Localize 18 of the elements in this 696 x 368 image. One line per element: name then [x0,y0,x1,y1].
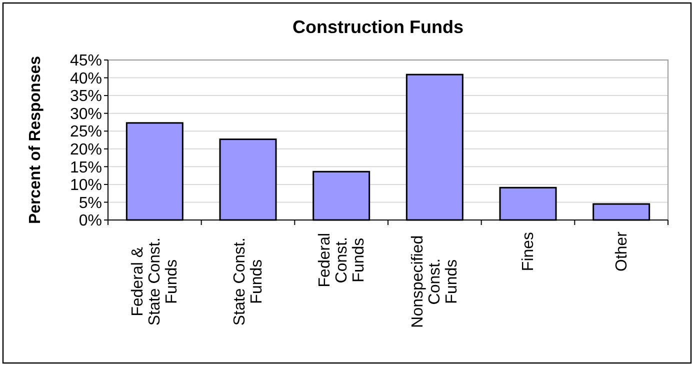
y-tick-label: 25% [70,124,102,141]
x-tick-label: Federal & State Const. Funds [130,238,181,326]
x-tick-label: Fines [520,232,537,272]
y-tick-label: 45% [70,52,102,70]
y-tick-label: 40% [70,70,102,88]
y-axis-title: Percent of Responses [27,56,44,224]
y-tick-label: 10% [70,177,102,194]
y-tick-label: 35% [70,88,102,106]
y-tick-label: 15% [70,159,102,176]
y-tick-label: 20% [70,141,102,158]
y-tick-label: 5% [78,194,102,212]
x-tick-label: State Const. Funds [232,238,266,326]
x-tick-label: Nonspecified Const. Funds [410,235,461,328]
x-tick-label: Federal Const. Funds [316,232,368,288]
x-tick-label: Other [613,230,630,272]
y-tick-label: 30% [70,106,102,123]
y-tick-label: 0% [78,212,102,230]
chart-title: Construction Funds [292,17,464,37]
